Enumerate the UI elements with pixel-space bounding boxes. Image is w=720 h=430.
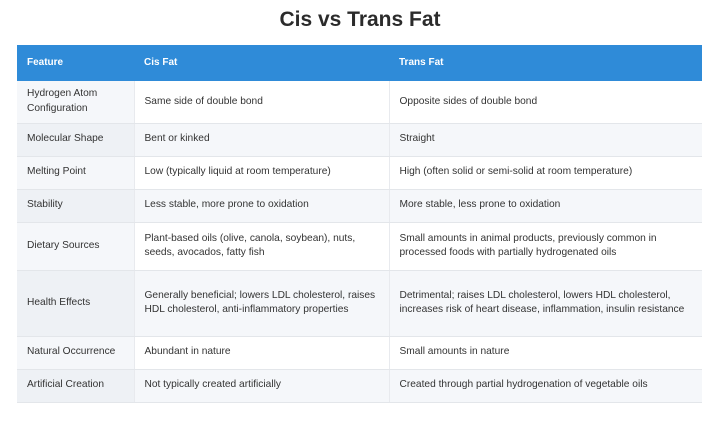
table-row: Artificial Creation Not typically create… — [17, 369, 702, 403]
table-row: Melting Point Low (typically liquid at r… — [17, 156, 702, 190]
trans-cell: High (often solid or semi-solid at room … — [389, 156, 702, 190]
feature-cell: Artificial Creation — [17, 369, 135, 403]
table-row: Molecular Shape Bent or kinked Straight — [17, 123, 702, 157]
feature-cell: Hydrogen Atom Configuration — [17, 81, 135, 124]
header-trans-fat: Trans Fat — [389, 45, 702, 81]
trans-cell: Opposite sides of double bond — [389, 81, 702, 124]
trans-cell: Straight — [389, 123, 702, 157]
table-row: Health Effects Generally beneficial; low… — [17, 270, 702, 337]
trans-cell: Created through partial hydrogenation of… — [389, 369, 702, 403]
cis-cell: Low (typically liquid at room temperatur… — [134, 156, 390, 190]
cis-cell: Not typically created artificially — [134, 369, 390, 403]
trans-cell: Small amounts in nature — [389, 336, 702, 370]
trans-cell: More stable, less prone to oxidation — [389, 189, 702, 223]
cis-cell: Abundant in nature — [134, 336, 390, 370]
table-row: Natural Occurrence Abundant in nature Sm… — [17, 336, 702, 370]
feature-cell: Health Effects — [17, 270, 135, 337]
feature-cell: Dietary Sources — [17, 222, 135, 271]
table-row: Stability Less stable, more prone to oxi… — [17, 189, 702, 223]
table-row: Hydrogen Atom Configuration Same side of… — [17, 81, 702, 124]
cis-cell: Plant-based oils (olive, canola, soybean… — [134, 222, 390, 271]
trans-cell: Small amounts in animal products, previo… — [389, 222, 702, 271]
feature-cell: Molecular Shape — [17, 123, 135, 157]
cis-cell: Less stable, more prone to oxidation — [134, 189, 390, 223]
feature-cell: Melting Point — [17, 156, 135, 190]
trans-cell: Detrimental; raises LDL cholesterol, low… — [389, 270, 702, 337]
comparison-table: Feature Cis Fat Trans Fat Hydrogen Atom … — [17, 45, 702, 403]
feature-cell: Natural Occurrence — [17, 336, 135, 370]
page-title: Cis vs Trans Fat — [279, 8, 441, 31]
cis-cell: Bent or kinked — [134, 123, 390, 157]
header-cis-fat: Cis Fat — [134, 45, 389, 81]
table-header-row: Feature Cis Fat Trans Fat — [17, 45, 702, 81]
cis-cell: Same side of double bond — [134, 81, 390, 124]
table-row: Dietary Sources Plant-based oils (olive,… — [17, 222, 702, 271]
cis-cell: Generally beneficial; lowers LDL cholest… — [134, 270, 390, 337]
feature-cell: Stability — [17, 189, 135, 223]
comparison-table-container: Feature Cis Fat Trans Fat Hydrogen Atom … — [17, 45, 702, 403]
header-feature: Feature — [17, 45, 134, 81]
